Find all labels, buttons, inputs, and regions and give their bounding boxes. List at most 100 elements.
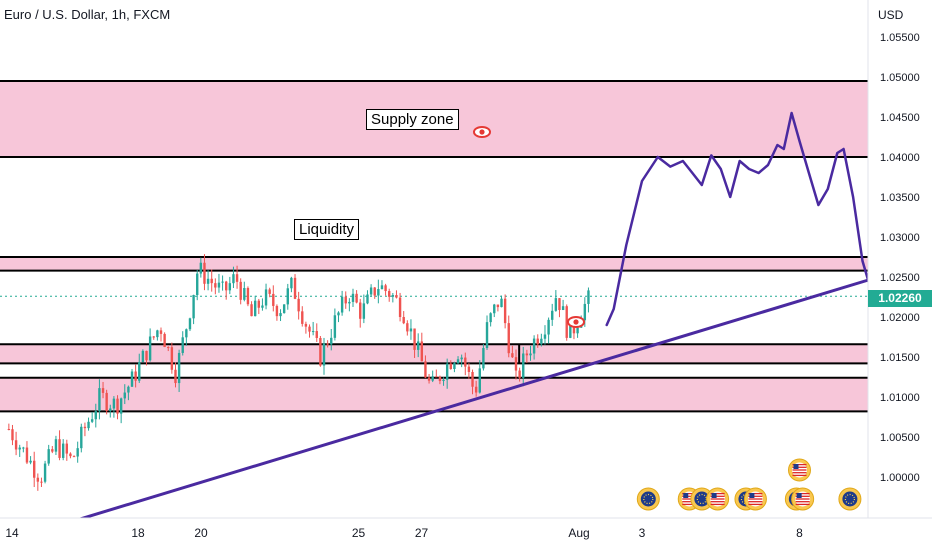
candle bbox=[351, 288, 355, 307]
candle-body bbox=[540, 338, 543, 345]
time-tick-label: 14 bbox=[5, 526, 19, 540]
candle bbox=[406, 320, 409, 336]
candle bbox=[159, 327, 163, 342]
candle-body bbox=[43, 463, 47, 482]
candle-body bbox=[409, 328, 413, 332]
candle-body bbox=[203, 262, 206, 284]
candle-body bbox=[101, 388, 105, 393]
candle bbox=[543, 325, 547, 345]
eye-icons-layer[interactable] bbox=[473, 126, 585, 328]
candle bbox=[500, 295, 503, 308]
candle bbox=[369, 284, 373, 297]
candle-body bbox=[395, 295, 398, 298]
candle-body bbox=[185, 329, 188, 338]
candle-body bbox=[243, 288, 246, 300]
candle-body bbox=[308, 326, 311, 332]
candle-body bbox=[402, 316, 405, 324]
price-axis[interactable]: 1.05500 1.05000 1.04500 1.04000 1.03500 1.030… bbox=[867, 0, 932, 550]
candle bbox=[123, 384, 126, 405]
candle bbox=[424, 355, 427, 379]
candle bbox=[326, 340, 329, 348]
candle bbox=[293, 274, 297, 300]
candle bbox=[47, 444, 50, 466]
price-tick-label: 1.03000 bbox=[880, 232, 920, 244]
candle bbox=[315, 323, 318, 342]
eu-stars bbox=[844, 493, 856, 505]
candle bbox=[36, 473, 40, 491]
price-tick-label: 1.01500 bbox=[880, 352, 920, 364]
candle bbox=[485, 315, 489, 350]
candle-body bbox=[561, 306, 565, 311]
candle-body bbox=[217, 282, 221, 288]
price-tick-label: 1.00500 bbox=[880, 432, 920, 444]
candle bbox=[453, 361, 456, 373]
candle bbox=[33, 451, 36, 488]
candle-body bbox=[391, 295, 395, 297]
price-tick-label: 1.04000 bbox=[880, 152, 920, 164]
candle-body bbox=[134, 371, 137, 381]
candle bbox=[7, 423, 11, 431]
candle-body bbox=[460, 357, 463, 360]
candle-body bbox=[196, 273, 199, 295]
candle-body bbox=[152, 336, 155, 338]
candle bbox=[402, 311, 405, 325]
event-icons-layer[interactable] bbox=[636, 458, 862, 511]
candle-body bbox=[228, 283, 232, 291]
projection-layer[interactable] bbox=[605, 111, 883, 339]
candle-body bbox=[51, 449, 54, 452]
candle bbox=[206, 270, 210, 291]
candle-body bbox=[290, 277, 293, 289]
supply-zone-label[interactable]: Supply zone bbox=[366, 109, 459, 130]
candle bbox=[130, 368, 134, 387]
candle bbox=[373, 287, 376, 299]
candle-body bbox=[253, 300, 257, 317]
candle bbox=[554, 290, 558, 312]
candle-body bbox=[69, 453, 72, 457]
candle bbox=[127, 385, 130, 401]
candle-body bbox=[297, 298, 300, 312]
candle-body bbox=[7, 429, 11, 430]
price-tick-label: 1.01000 bbox=[880, 392, 920, 404]
candle bbox=[22, 446, 25, 453]
candle-body bbox=[330, 337, 333, 345]
candle-body bbox=[221, 281, 224, 283]
candle-body bbox=[54, 439, 58, 452]
candle bbox=[188, 317, 192, 332]
candle bbox=[268, 287, 271, 298]
calendar-event-icon bbox=[791, 487, 815, 511]
candle bbox=[478, 360, 481, 394]
candle-body bbox=[525, 353, 529, 356]
candle bbox=[344, 291, 347, 309]
candle-body bbox=[514, 357, 518, 371]
candle-body bbox=[565, 306, 568, 338]
candle-body bbox=[369, 287, 373, 295]
candle bbox=[217, 273, 221, 293]
candle-body bbox=[282, 304, 286, 314]
candle-body bbox=[366, 294, 369, 304]
candle bbox=[94, 403, 97, 428]
candle bbox=[398, 292, 402, 322]
candle-body bbox=[225, 281, 228, 291]
candle bbox=[282, 304, 286, 314]
candle-body bbox=[558, 298, 561, 311]
candle bbox=[471, 369, 474, 395]
candle-body bbox=[551, 310, 554, 320]
price-tick-label: 1.04500 bbox=[880, 112, 920, 124]
candle bbox=[40, 477, 43, 488]
price-tick-label: 1.02500 bbox=[880, 272, 920, 284]
candle-body bbox=[311, 331, 315, 333]
candle bbox=[431, 370, 434, 383]
candle bbox=[185, 328, 188, 346]
candle bbox=[438, 375, 442, 385]
candle bbox=[156, 329, 159, 341]
candle-body bbox=[485, 322, 489, 349]
eye-icon bbox=[567, 316, 585, 328]
trendline-layer[interactable] bbox=[65, 275, 879, 525]
candle-body bbox=[474, 386, 478, 393]
liquidity-label[interactable]: Liquidity bbox=[294, 219, 360, 240]
candle bbox=[427, 373, 431, 384]
candle bbox=[90, 412, 94, 424]
time-axis[interactable]: 14 18 20 25 27 Aug 3 8 bbox=[0, 517, 932, 550]
